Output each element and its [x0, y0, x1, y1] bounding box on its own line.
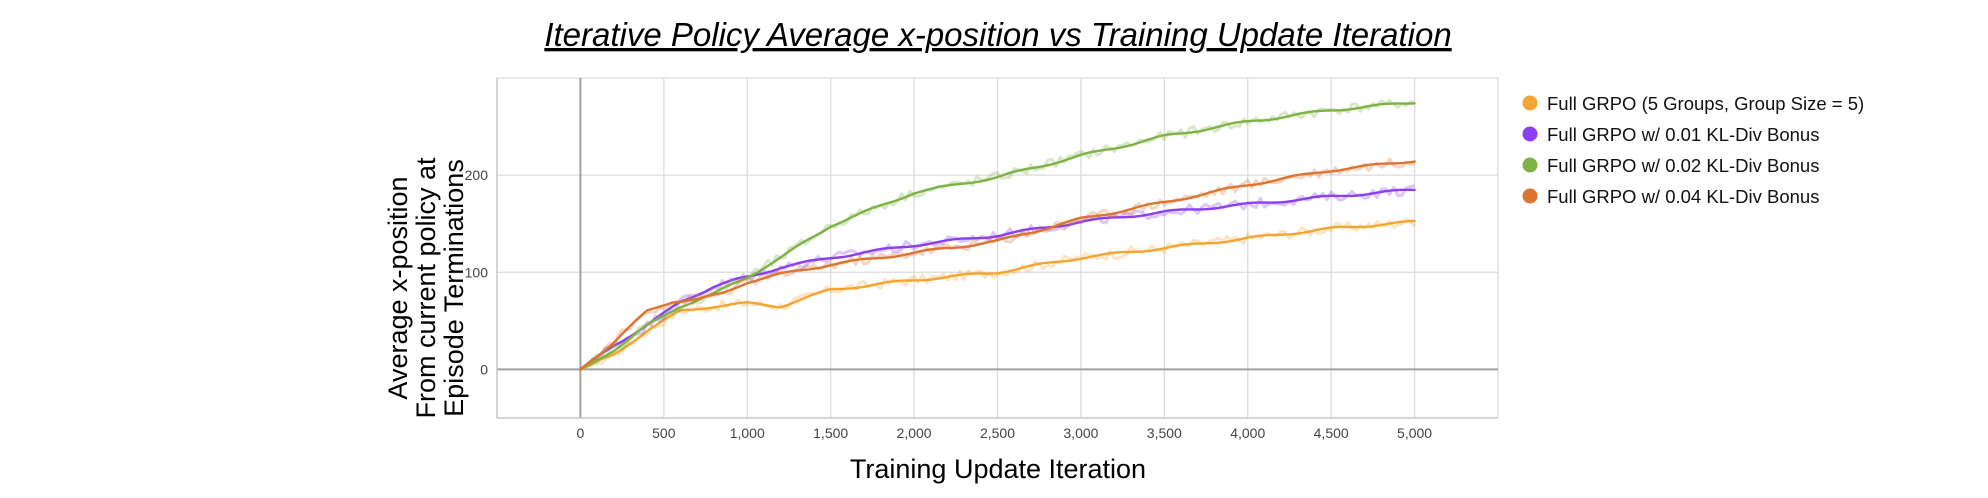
legend-swatch — [1522, 157, 1538, 173]
x-tick-label: 2,000 — [897, 425, 932, 441]
legend-swatch — [1522, 126, 1538, 142]
legend-entry: Full GRPO w/ 0.04 KL-Div Bonus — [1547, 186, 1819, 207]
series-line — [579, 160, 1416, 371]
legend-swatch — [1522, 188, 1538, 204]
series-line — [579, 188, 1416, 371]
x-axis-ticks: 0 500 1,000 1,500 2,000 2,500 3,000 3,500 4,000 4… — [577, 425, 1433, 441]
x-tick-label: 1,500 — [813, 425, 848, 441]
legend-entry: Full GRPO w/ 0.01 KL-Div Bonus — [1547, 124, 1819, 145]
x-tick-label: 4,000 — [1230, 425, 1265, 441]
series-layer — [579, 99, 1416, 371]
chart-title: Iterative Policy Average x-position vs T… — [544, 16, 1451, 53]
legend: Full GRPO (5 Groups, Group Size = 5) Full… — [1522, 93, 1864, 207]
x-axis-label: Training Update Iteration — [850, 454, 1146, 484]
y-axis-label: Average x-position From current policy a… — [383, 157, 469, 419]
y-axis-ticks: 0 100 200 — [465, 167, 489, 377]
x-tick-label: 5,000 — [1397, 425, 1432, 441]
axes — [496, 78, 1498, 419]
series-line — [579, 102, 1416, 371]
x-tick-label: 1,000 — [730, 425, 765, 441]
x-tick-label: 500 — [652, 425, 676, 441]
y-axis-label-line-2: From current policy at — [411, 157, 441, 419]
x-tick-label: 2,500 — [980, 425, 1015, 441]
legend-entry: Full GRPO w/ 0.02 KL-Div Bonus — [1547, 155, 1819, 176]
x-tick-label: 0 — [577, 425, 585, 441]
y-axis-label-line-3: Episode Terminations — [439, 159, 469, 417]
series-line — [579, 219, 1416, 371]
legend-swatch — [1522, 95, 1538, 111]
legend-entry: Full GRPO (5 Groups, Group Size = 5) — [1547, 93, 1864, 114]
x-tick-label: 4,500 — [1314, 425, 1349, 441]
y-tick-label: 100 — [465, 264, 489, 280]
x-tick-label: 3,500 — [1147, 425, 1182, 441]
y-axis-label-line-1: Average x-position — [383, 176, 413, 399]
y-tick-label: 0 — [480, 361, 488, 377]
x-tick-label: 3,000 — [1063, 425, 1098, 441]
y-tick-label: 200 — [465, 167, 489, 183]
